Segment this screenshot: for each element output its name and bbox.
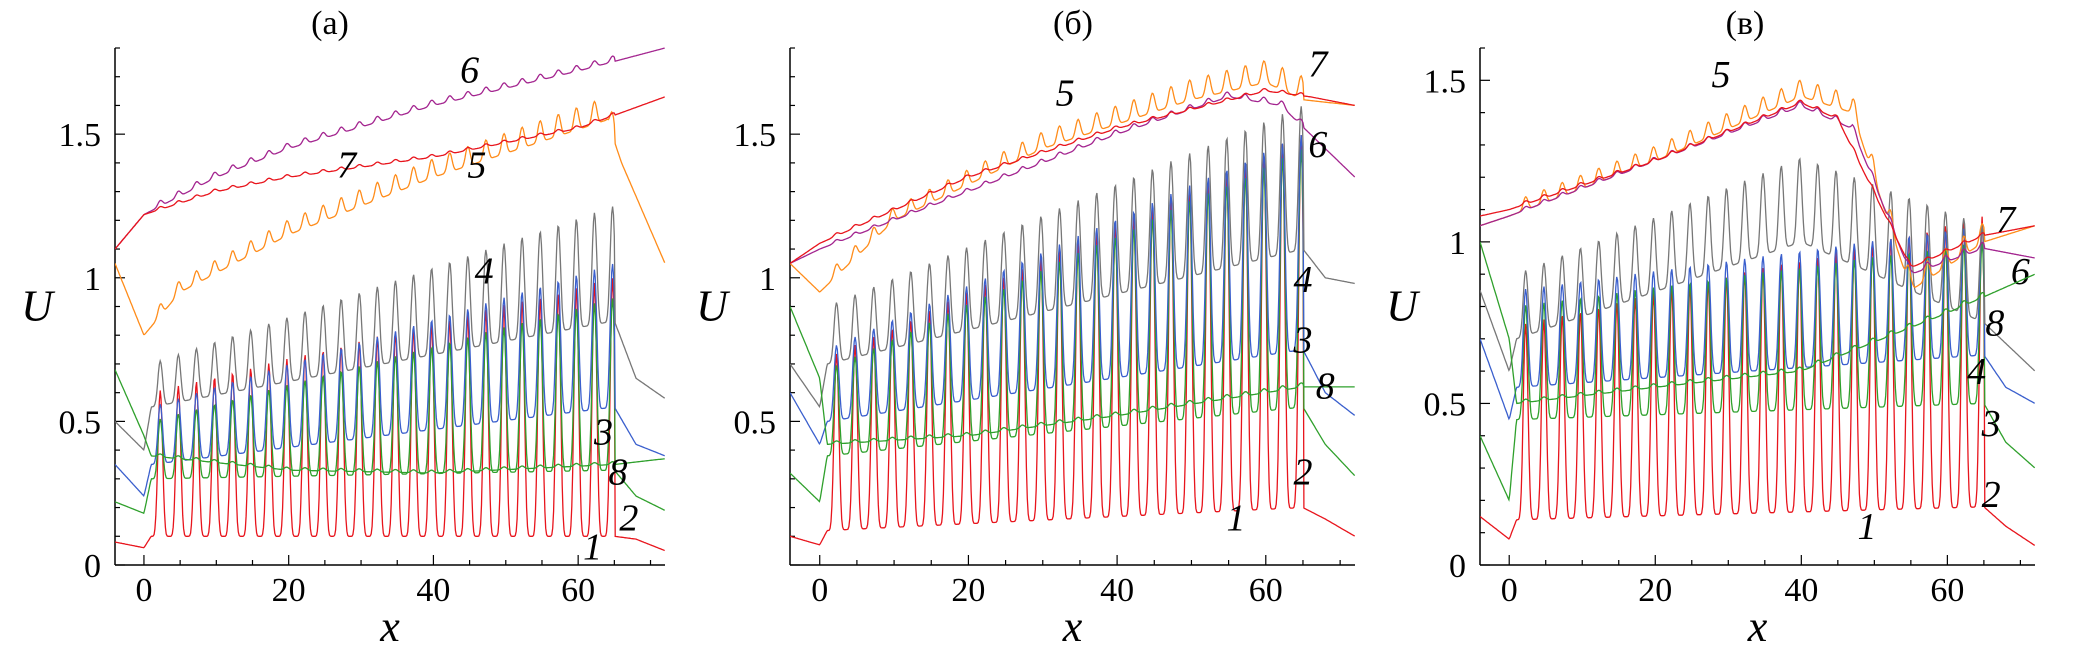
- x-tick-label: 0: [811, 572, 828, 609]
- series-line-8: [1480, 241, 2035, 405]
- series-line-6: [115, 47, 665, 250]
- series-line-7: [115, 96, 665, 250]
- x-tick-label: 20: [272, 572, 306, 609]
- y-tick-label: 0.5: [1424, 386, 1467, 423]
- x-tick-label: 0: [135, 572, 152, 609]
- x-axis-title: x: [379, 602, 400, 648]
- series-label-3: 3: [1292, 319, 1312, 361]
- x-tick-label: 20: [951, 572, 985, 609]
- series-label-1: 1: [1858, 506, 1877, 548]
- series-label-3: 3: [1981, 403, 2001, 445]
- series-label-2: 2: [619, 498, 638, 540]
- x-tick-label: 40: [1784, 572, 1818, 609]
- series-line-3: [115, 263, 665, 498]
- y-tick-label: 0: [84, 548, 101, 585]
- y-tick-label: 0.5: [59, 404, 102, 441]
- y-tick-label: 0: [1449, 548, 1466, 585]
- series-label-6: 6: [1308, 124, 1327, 166]
- y-tick-label: 1.5: [59, 117, 102, 154]
- series-label-5: 5: [1056, 72, 1075, 114]
- series-line-8: [790, 306, 1355, 445]
- y-tick-label: 1.5: [734, 117, 777, 154]
- panel-label: (а): [311, 5, 349, 42]
- series-line-2: [790, 149, 1356, 503]
- series-label-4: 4: [475, 251, 494, 293]
- series-line-3: [1480, 225, 2036, 421]
- series-label-1: 1: [1227, 498, 1246, 540]
- series-line-7: [1480, 99, 2035, 267]
- series-label-1: 1: [583, 526, 602, 568]
- y-tick-label: 1: [1449, 225, 1466, 262]
- y-tick-label: 1.5: [1424, 63, 1467, 100]
- y-tick-label: 1: [759, 261, 776, 298]
- x-tick-label: 40: [1100, 572, 1134, 609]
- series-line-4: [1480, 157, 2036, 372]
- x-tick-label: 60: [561, 572, 595, 609]
- series-line-5: [115, 100, 666, 336]
- series-label-7: 7: [1308, 44, 1329, 86]
- series-label-8: 8: [1316, 365, 1335, 407]
- series-line-4: [115, 206, 666, 451]
- series-label-6: 6: [2011, 251, 2030, 293]
- y-tick-label: 1: [84, 261, 101, 298]
- x-tick-label: 60: [1930, 572, 1964, 609]
- y-axis-title: U: [696, 282, 731, 331]
- x-axis-title: x: [1062, 602, 1083, 648]
- x-axis-title: x: [1747, 602, 1768, 648]
- series-line-6: [790, 91, 1356, 264]
- series-label-5: 5: [467, 144, 486, 186]
- series-line-3: [790, 135, 1356, 445]
- x-tick-label: 0: [1501, 572, 1518, 609]
- series-label-5: 5: [1711, 54, 1730, 96]
- series-line-7: [790, 87, 1355, 264]
- y-axis-title: U: [21, 282, 56, 331]
- series-label-3: 3: [593, 411, 613, 453]
- series-label-7: 7: [1996, 199, 2017, 241]
- series-label-8: 8: [1985, 303, 2004, 345]
- x-tick-label: 20: [1638, 572, 1672, 609]
- series-label-8: 8: [608, 452, 627, 494]
- series-line-4: [790, 106, 1355, 409]
- series-line-1: [790, 135, 1356, 546]
- series-line-5: [790, 60, 1355, 293]
- panel-label: (в): [1726, 5, 1765, 42]
- series-line-2: [1480, 242, 2036, 502]
- series-label-2: 2: [1982, 474, 2001, 516]
- series-line-2: [115, 298, 665, 515]
- series-line-1: [1480, 216, 2036, 546]
- series-label-2: 2: [1293, 452, 1312, 494]
- panel-label: (б): [1053, 5, 1093, 42]
- series-label-7: 7: [337, 144, 358, 186]
- series-label-4: 4: [1293, 259, 1312, 301]
- series-line-1: [115, 278, 665, 552]
- x-tick-label: 60: [1249, 572, 1283, 609]
- y-tick-label: 0.5: [734, 404, 777, 441]
- y-axis-title: U: [1386, 282, 1421, 331]
- series-label-4: 4: [1967, 351, 1986, 393]
- x-tick-label: 40: [416, 572, 450, 609]
- series-line-6: [1480, 100, 2035, 274]
- series-label-6: 6: [460, 49, 479, 91]
- series-line-8: [115, 369, 665, 474]
